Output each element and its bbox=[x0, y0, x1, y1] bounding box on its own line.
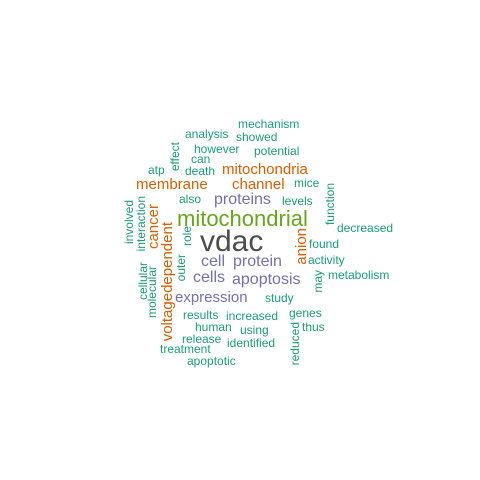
word-results: results bbox=[183, 308, 219, 322]
word-death: death bbox=[185, 164, 216, 178]
word-voltagedependent: voltagedependent bbox=[159, 222, 176, 342]
word-may: may bbox=[311, 270, 325, 293]
word-cell: cell bbox=[201, 253, 226, 270]
word-release: release bbox=[182, 332, 222, 346]
word-genes: genes bbox=[289, 306, 322, 320]
word-found: found bbox=[309, 237, 340, 251]
word-treatment: treatment bbox=[160, 342, 211, 356]
word-outer: outer bbox=[174, 254, 188, 282]
word-mice: mice bbox=[294, 176, 320, 190]
word-mitochondrial: mitochondrial bbox=[177, 206, 308, 231]
word-activity: activity bbox=[308, 253, 345, 267]
word-membrane: membrane bbox=[136, 176, 208, 193]
word-channel: channel bbox=[232, 176, 285, 193]
word-interaction: interaction bbox=[134, 196, 148, 252]
word-mechanism: mechanism bbox=[238, 117, 300, 131]
word-effect: effect bbox=[168, 142, 182, 172]
word-analysis: analysis bbox=[185, 127, 229, 141]
word-atp: atp bbox=[148, 163, 165, 177]
word-potential: potential bbox=[254, 144, 300, 158]
word-vdac: vdac bbox=[200, 225, 264, 258]
word-can: can bbox=[191, 152, 211, 166]
word-however: however bbox=[194, 142, 240, 156]
word-molecular: molecular bbox=[145, 266, 159, 319]
word-levels: levels bbox=[282, 194, 313, 208]
word-proteins: proteins bbox=[214, 191, 271, 208]
word-thus: thus bbox=[302, 320, 325, 334]
word-study: study bbox=[265, 291, 294, 305]
word-showed: showed bbox=[236, 130, 278, 144]
word-reduced: reduced bbox=[288, 322, 302, 366]
word-using: using bbox=[240, 323, 269, 337]
word-apoptosis: apoptosis bbox=[232, 271, 301, 288]
word-human: human bbox=[195, 320, 232, 334]
word-also: also bbox=[179, 192, 202, 206]
word-decreased: decreased bbox=[337, 221, 394, 235]
word-cancer: cancer bbox=[145, 204, 162, 250]
word-identified: identified bbox=[227, 336, 276, 350]
word-protein: protein bbox=[233, 253, 282, 270]
word-metabolism: metabolism bbox=[328, 268, 390, 282]
word-apoptotic: apoptotic bbox=[187, 354, 236, 368]
word-increased: increased bbox=[226, 309, 279, 323]
word-expression: expression bbox=[175, 289, 248, 306]
word-cells: cells bbox=[193, 269, 226, 286]
word-anion: anion bbox=[293, 228, 310, 265]
word-role: role bbox=[180, 226, 194, 247]
word-function: function bbox=[323, 183, 337, 226]
word-mitochondria: mitochondria bbox=[222, 161, 308, 178]
